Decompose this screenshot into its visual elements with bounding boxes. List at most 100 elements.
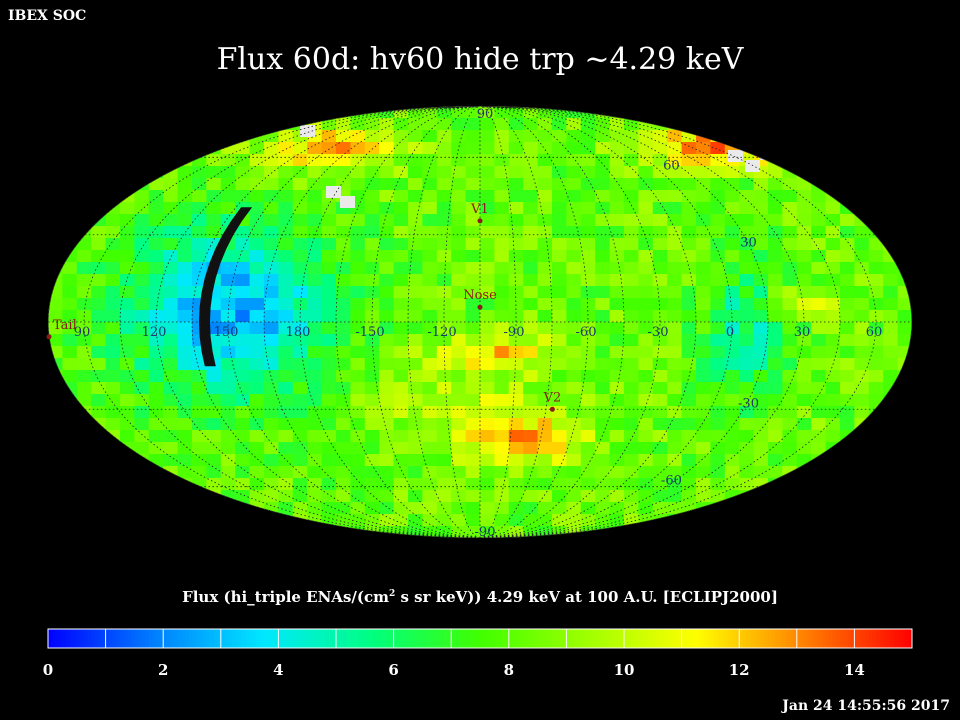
colorbar-segment (336, 629, 341, 648)
flux-pixel (537, 130, 553, 143)
flux-pixel (508, 274, 524, 287)
flux-pixel (264, 118, 279, 131)
flux-pixel (652, 286, 668, 299)
flux-pixel (796, 526, 812, 538)
flux-pixel (840, 538, 855, 551)
flux-pixel (624, 430, 639, 443)
flux-pixel (667, 118, 683, 131)
flux-pixel (91, 106, 107, 119)
flux-pixel (264, 166, 279, 179)
flux-pixel (782, 130, 798, 143)
flux-pixel (580, 514, 596, 527)
flux-pixel (451, 502, 467, 515)
flux-pixel (220, 130, 236, 143)
flux-pixel (436, 166, 452, 179)
flux-pixel (220, 478, 236, 491)
flux-pixel (379, 346, 395, 359)
flux-pixel (321, 142, 337, 155)
flux-pixel (105, 274, 121, 287)
flux-pixel (422, 406, 438, 419)
flux-pixel (62, 406, 78, 419)
flux-pixel (148, 526, 164, 538)
flux-pixel (537, 214, 553, 227)
colorbar-segment (750, 629, 755, 648)
flux-pixel (422, 130, 438, 143)
flux-pixel (652, 346, 668, 359)
flux-pixel (364, 202, 380, 215)
flux-pixel (753, 286, 769, 299)
flux-pixel (163, 514, 179, 527)
flux-pixel (321, 490, 337, 503)
colorbar-segment (573, 629, 578, 648)
flux-pixel (105, 442, 121, 455)
flux-pixel (696, 166, 711, 179)
flux-pixel (667, 346, 683, 359)
flux-pixel (753, 442, 769, 455)
flux-pixel (91, 238, 107, 251)
flux-pixel (364, 502, 380, 515)
colorbar-segment (890, 629, 895, 648)
flux-pixel (292, 454, 308, 467)
flux-pixel (667, 502, 683, 515)
flux-pixel (451, 322, 467, 335)
flux-pixel (724, 274, 740, 287)
flux-pixel (753, 214, 769, 227)
flux-pixel (307, 394, 323, 407)
flux-pixel (48, 382, 63, 395)
flux-pixel (724, 310, 740, 323)
flux-pixel (364, 226, 380, 239)
flux-pixel (739, 322, 755, 335)
flux-pixel (379, 142, 395, 155)
flux-pixel (796, 394, 812, 407)
flux-pixel (480, 250, 495, 263)
flux-pixel (177, 226, 193, 239)
flux-pixel (120, 418, 135, 431)
longitude-label: -30 (648, 325, 669, 340)
flux-pixel (681, 454, 697, 467)
flux-pixel (696, 454, 711, 467)
flux-pixel (782, 262, 798, 275)
flux-pixel (249, 310, 265, 323)
flux-pixel (235, 178, 251, 191)
flux-pixel (609, 466, 625, 479)
flux-pixel (523, 142, 539, 155)
flux-pixel (566, 490, 582, 503)
flux-pixel (811, 370, 827, 383)
flux-pixel (796, 490, 812, 503)
flux-pixel (739, 190, 755, 203)
flux-pixel (724, 346, 740, 359)
flux-pixel (148, 322, 164, 335)
flux-pixel (897, 406, 912, 419)
latitude-label: -90 (475, 525, 496, 540)
flux-pixel (566, 406, 582, 419)
flux-pixel (206, 442, 222, 455)
flux-pixel (451, 526, 467, 538)
flux-pixel (523, 370, 539, 383)
flux-pixel (580, 142, 596, 155)
colorbar-segment (112, 629, 117, 648)
flux-pixel (854, 238, 870, 251)
flux-pixel-saturated (728, 150, 743, 162)
flux-pixel (638, 226, 654, 239)
colorbar-title: Flux (hi_triple ENAs/(cm2 s sr keV)) 4.2… (182, 588, 778, 606)
flux-pixel (667, 142, 683, 155)
colorbar-segment (771, 629, 776, 648)
flux-pixel (235, 430, 251, 443)
flux-pixel (739, 250, 755, 263)
flux-pixel (796, 130, 812, 143)
flux-pixel (321, 430, 337, 443)
flux-pixel (681, 346, 697, 359)
flux-pixel (264, 178, 279, 191)
flux-pixel (552, 166, 567, 179)
flux-pixel (868, 526, 884, 538)
colorbar-segment (174, 629, 179, 648)
flux-pixel (163, 454, 179, 467)
flux-pixel (652, 394, 668, 407)
flux-pixel (883, 478, 899, 491)
flux-pixel (782, 490, 798, 503)
flux-pixel (854, 514, 870, 527)
longitude-label: -90 (504, 325, 525, 340)
flux-pixel (408, 226, 423, 239)
flux-pixel (163, 478, 179, 491)
flux-pixel (451, 394, 467, 407)
